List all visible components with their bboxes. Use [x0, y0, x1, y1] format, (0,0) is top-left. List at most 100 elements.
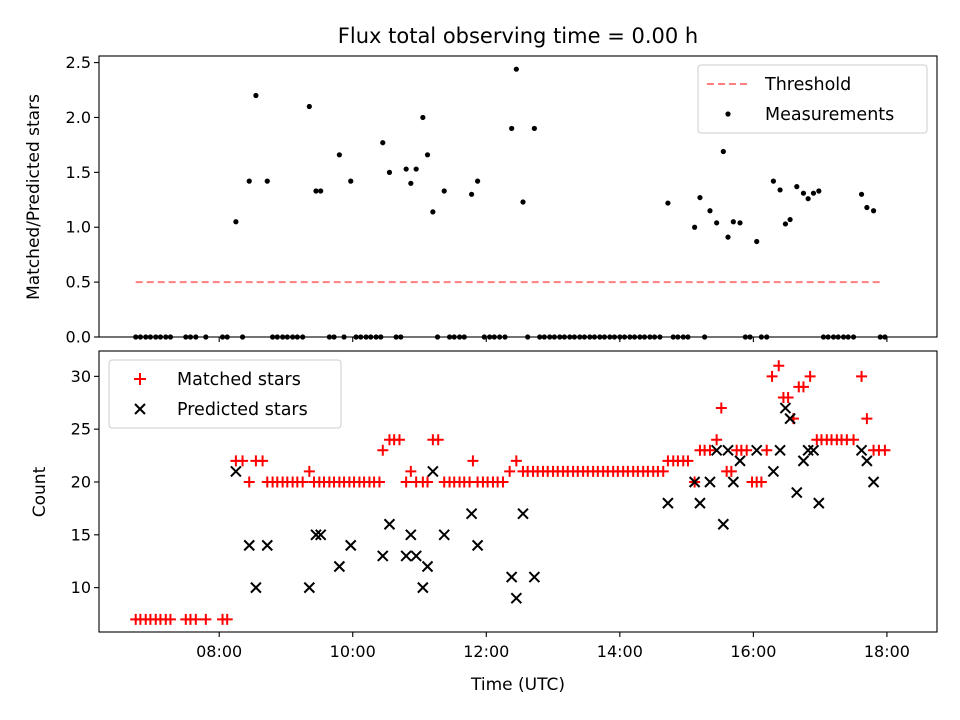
matched-stars-point [782, 391, 794, 403]
predicted-stars-point [694, 497, 706, 509]
matched-stars-point [257, 455, 269, 467]
predicted-stars-point [861, 455, 873, 467]
measurement-point [782, 221, 789, 227]
measurement-point [770, 178, 777, 184]
measurement-point [468, 191, 475, 197]
measurement-point [714, 220, 720, 226]
predicted-stars-point [704, 476, 716, 488]
measurement-point [805, 196, 811, 202]
predicted-stars-point [427, 465, 439, 478]
measurement-point [336, 152, 342, 158]
measurement-point [403, 166, 409, 172]
y-tick-label: 0.5 [66, 273, 91, 292]
matched-stars-point [221, 613, 233, 625]
x-tick-label: 18:00 [864, 642, 910, 661]
measurement-point [318, 188, 324, 194]
matched-stars-point [504, 465, 516, 477]
measurement-point [787, 216, 793, 223]
predicted-stars-point [405, 529, 417, 541]
matched-stars-point [711, 434, 723, 446]
bottom-legend: Matched stars Predicted stars [108, 359, 342, 429]
predicted-stars-point [510, 592, 523, 604]
y-tick-label: 1.5 [66, 163, 91, 182]
predicted-stars-point [855, 444, 868, 457]
measurement-point [386, 169, 393, 175]
y-tick-label: 10 [71, 578, 91, 597]
predicted-stars-point [807, 444, 820, 457]
bottom-panel-y-axis: 10 15 20 25 30 [71, 367, 99, 597]
bottom-panel-frame [98, 350, 938, 633]
predicted-stars-point [400, 550, 412, 562]
x-tick-label: 08:00 [196, 642, 242, 661]
predicted-stars-point [333, 560, 346, 573]
measurement-point [720, 148, 726, 155]
measurement-point [870, 208, 877, 214]
top-panel-x-axis [218, 337, 888, 342]
legend-matched-marker [134, 373, 146, 385]
matched-stars-point [804, 370, 816, 382]
measurement-point [348, 178, 354, 184]
predicted-stars-point [722, 444, 734, 457]
predicted-stars-point [438, 529, 450, 541]
matched-stars-point [237, 455, 249, 467]
y-tick-label: 2.5 [66, 53, 91, 72]
measurement-point [246, 178, 252, 184]
predicted-stars-point [813, 497, 825, 509]
bottom-panel-x-axis: 08:00 10:00 12:00 14:00 16:00 18:00 [196, 632, 910, 661]
y-tick-label: 25 [71, 420, 91, 439]
predicted-stars-point [727, 476, 740, 488]
predicted-stars-point [767, 465, 780, 478]
measurement-point [313, 188, 319, 194]
measurement-point [665, 200, 671, 206]
matched-stars-point [741, 444, 753, 456]
measurement-point [531, 125, 537, 132]
predicted-stars-point [345, 539, 357, 552]
measurement-point [380, 140, 386, 146]
measurement-point [794, 184, 800, 190]
matched-stars-point [773, 360, 785, 372]
top-panel: Flux total observing time = 0.00 h 0.00.… [24, 24, 938, 347]
matched-stars-point [766, 370, 778, 382]
matched-stars-point [243, 476, 255, 488]
measurement-point [754, 238, 760, 245]
matched-stars-point [797, 381, 809, 393]
matched-stars-point [861, 413, 873, 425]
measurement-point [264, 178, 270, 184]
bottom-legend-box [108, 359, 342, 429]
predicted-stars-point [303, 581, 316, 594]
legend-predicted-label: Predicted stars [177, 400, 308, 420]
matched-stars-point [657, 465, 669, 477]
measurement-point [692, 224, 698, 230]
measurement-point [800, 190, 807, 196]
predicted-stars-point [417, 581, 429, 594]
predicted-stars-point [517, 507, 529, 520]
measurement-point [475, 178, 481, 184]
predicted-stars-point [867, 476, 880, 488]
matched-stars-point [467, 455, 479, 467]
matched-stars-point [400, 476, 412, 488]
matched-stars-point [303, 465, 315, 477]
matched-stars-point [297, 476, 309, 488]
matched-stars-point [848, 434, 860, 446]
matched-stars-point [856, 370, 868, 382]
measurement-point [513, 66, 519, 72]
predicted-stars-point [710, 444, 723, 457]
measurement-point [810, 190, 817, 196]
measurement-point [777, 187, 783, 193]
measurement-point [253, 92, 259, 99]
matched-stars-point [510, 455, 522, 467]
matched-stars-point [432, 434, 444, 446]
predicted-stars-point [471, 539, 484, 552]
predicted-stars-point [688, 476, 701, 488]
predicted-stars-point [230, 465, 242, 478]
predicted-stars-point [734, 455, 746, 467]
measurement-point [520, 199, 526, 205]
matched-stars-point [761, 444, 773, 456]
matched-stars-point [405, 465, 417, 477]
top-legend: Threshold Measurements [697, 64, 928, 134]
bottom-y-axis-label: Count [30, 466, 50, 517]
measurement-point [737, 220, 743, 226]
measurement-point [441, 188, 447, 194]
y-tick-label: 1.0 [66, 218, 91, 237]
measurement-point [233, 219, 239, 225]
